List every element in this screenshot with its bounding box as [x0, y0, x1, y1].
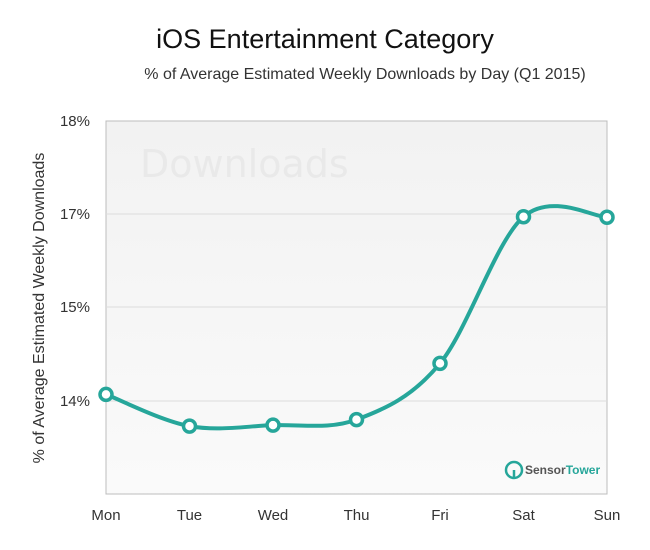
y-tick-label: 18% — [60, 113, 90, 130]
brand-sensor: Sensor — [525, 463, 566, 477]
brand-tower: Tower — [566, 463, 601, 477]
data-point-tue — [181, 418, 198, 434]
chart-title: iOS Entertainment Category — [156, 24, 494, 54]
y-tick-label: 17% — [60, 206, 90, 223]
series-group — [98, 204, 615, 434]
x-tick-label: Sun — [594, 507, 621, 524]
x-tick-label: Mon — [91, 507, 120, 524]
x-tick-label: Thu — [344, 507, 370, 524]
brand-text: SensorTower — [525, 463, 600, 477]
y-tick-label: 14% — [60, 393, 90, 410]
data-point-mon — [98, 386, 114, 403]
data-point-wed — [265, 417, 281, 433]
data-point-fri — [432, 355, 448, 372]
y-tick-labels: 18% 17% 15% 14% — [60, 113, 90, 410]
x-tick-label: Sat — [512, 507, 535, 524]
sensor-tower-logo: SensorTower — [504, 460, 600, 480]
data-point-thu — [348, 411, 365, 428]
data-point-sat — [515, 209, 532, 225]
data-point-sun — [599, 209, 615, 226]
x-tick-label: Fri — [431, 507, 449, 524]
y-tick-label: 15% — [60, 299, 90, 316]
x-tick-labels: Mon Tue Wed Thu Fri Sat Sun — [91, 507, 620, 524]
chart-subtitle: % of Average Estimated Weekly Downloads … — [144, 66, 586, 83]
x-tick-label: Tue — [177, 507, 202, 524]
watermark-text: Downloads — [140, 142, 349, 186]
y-axis-label: % of Average Estimated Weekly Downloads — [31, 153, 48, 464]
x-tick-label: Wed — [258, 507, 289, 524]
